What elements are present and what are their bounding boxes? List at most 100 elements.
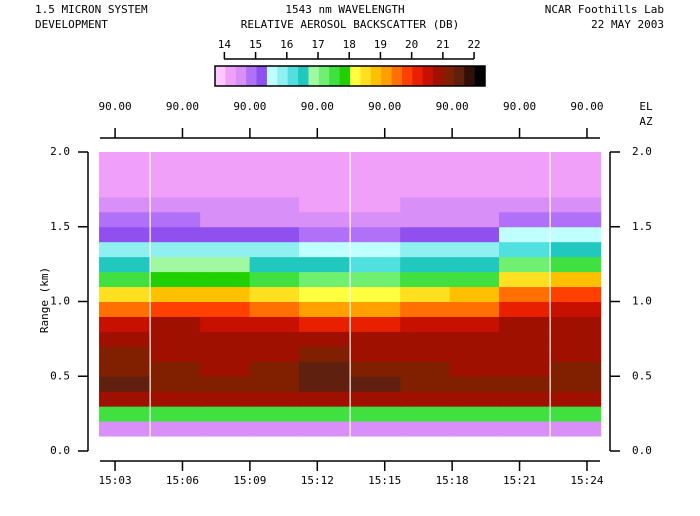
- heatmap-cell: [499, 301, 550, 317]
- heatmap-cell: [200, 346, 251, 362]
- heatmap-cell: [249, 196, 301, 213]
- y-tick-label-right: 1.0: [632, 295, 652, 308]
- heatmap-cell: [299, 241, 350, 258]
- heatmap-cell: [200, 226, 251, 243]
- heatmap-cell: [249, 271, 301, 288]
- heatmap-cell: [400, 152, 451, 168]
- heatmap-cell: [299, 286, 350, 302]
- heatmap-cell: [150, 196, 202, 213]
- heatmap-cell: [150, 211, 202, 228]
- heatmap-cell: [550, 152, 602, 168]
- colorbar-swatch: [443, 66, 455, 86]
- heatmap-cell: [249, 211, 301, 228]
- heatmap-cell: [400, 181, 451, 198]
- heatmap-cell: [550, 331, 602, 347]
- heatmap-cell: [249, 421, 301, 437]
- colorbar-tick-label: 17: [311, 38, 324, 51]
- x-tick-label: 15:06: [166, 474, 199, 487]
- heatmap-cell: [550, 346, 602, 362]
- heatmap-cell: [499, 286, 550, 302]
- heatmap-cell: [449, 241, 501, 258]
- y-tick-label: 0.0: [50, 444, 70, 457]
- heatmap-cell: [200, 286, 251, 302]
- colorbar-tick-label: 22: [467, 38, 480, 51]
- heatmap-cell: [499, 166, 550, 183]
- heatmap-cell: [99, 256, 150, 273]
- y-tick-label: 0.5: [50, 369, 70, 382]
- x-tick-label: 15:12: [301, 474, 334, 487]
- heatmap-cell: [150, 376, 202, 392]
- heatmap-cell: [400, 226, 451, 243]
- heatmap-cell: [499, 406, 550, 422]
- heatmap-cell: [299, 346, 350, 362]
- heatmap-cell: [449, 331, 501, 347]
- heatmap-cell: [550, 391, 602, 407]
- heatmap-cell: [99, 406, 150, 422]
- heatmap-cell: [200, 152, 251, 168]
- heatmap-cell: [150, 331, 202, 347]
- heatmap-cell: [400, 391, 451, 407]
- heatmap-cell: [350, 196, 402, 213]
- heatmap-cell: [550, 226, 602, 243]
- heatmap-cell: [499, 256, 550, 273]
- top-axis-name: EL: [639, 100, 653, 113]
- heatmap-cell: [350, 166, 402, 183]
- heatmap-cell: [400, 301, 451, 317]
- colorbar-swatch: [225, 66, 237, 86]
- heatmap-cell: [200, 271, 251, 288]
- heatmap-cell: [550, 286, 602, 302]
- heatmap-cell: [550, 256, 602, 273]
- heatmap-cell: [449, 376, 501, 392]
- heatmap-cell: [299, 211, 350, 228]
- header-left: DEVELOPMENT: [35, 18, 108, 31]
- heatmap-cell: [499, 346, 550, 362]
- top-axis-name: AZ: [639, 115, 653, 128]
- heatmap-cell: [200, 211, 251, 228]
- heatmap-cell: [150, 286, 202, 302]
- colorbar-swatch: [360, 66, 372, 86]
- heatmap-cell: [249, 241, 301, 258]
- heatmap-cell: [499, 226, 550, 243]
- heatmap-cell: [499, 196, 550, 213]
- heatmap-cell: [200, 376, 251, 392]
- heatmap-cell: [550, 301, 602, 317]
- heatmap-cell: [200, 361, 251, 377]
- heatmap-cell: [400, 361, 451, 377]
- heatmap-cell: [449, 226, 501, 243]
- heatmap-cell: [150, 166, 202, 183]
- heatmap-cell: [299, 256, 350, 273]
- heatmap-cell: [350, 226, 402, 243]
- heatmap-cell: [400, 316, 451, 332]
- top-tick-label: 90.00: [436, 100, 469, 113]
- heatmap-cell: [400, 211, 451, 228]
- heatmap-cell: [499, 391, 550, 407]
- top-tick-label: 90.00: [166, 100, 199, 113]
- heatmap-cell: [350, 346, 402, 362]
- heatmap-cell: [449, 211, 501, 228]
- heatmap-cell: [350, 301, 402, 317]
- heatmap-cell: [449, 256, 501, 273]
- heatmap-cell: [350, 391, 402, 407]
- heatmap-cell: [200, 181, 251, 198]
- heatmap-cell: [449, 181, 501, 198]
- heatmap-cell: [350, 211, 402, 228]
- heatmap-cell: [499, 241, 550, 258]
- heatmap-cell: [449, 316, 501, 332]
- header-right: 22 MAY 2003: [591, 18, 664, 31]
- heatmap-cell: [400, 376, 451, 392]
- y-tick-label: 1.5: [50, 220, 70, 233]
- header-right: NCAR Foothills Lab: [545, 3, 664, 16]
- x-tick-label: 15:21: [503, 474, 536, 487]
- heatmap-cell: [449, 361, 501, 377]
- heatmap-cell: [350, 286, 402, 302]
- colorbar-swatch: [412, 66, 424, 86]
- heatmap-cell: [350, 406, 402, 422]
- heatmap-cell: [99, 286, 150, 302]
- heatmap-cell: [200, 391, 251, 407]
- header-left: 1.5 MICRON SYSTEM: [35, 3, 148, 16]
- heatmap-cell: [299, 361, 350, 377]
- heatmap-cell: [499, 316, 550, 332]
- heatmap-cell: [499, 211, 550, 228]
- heatmap-cell: [99, 346, 150, 362]
